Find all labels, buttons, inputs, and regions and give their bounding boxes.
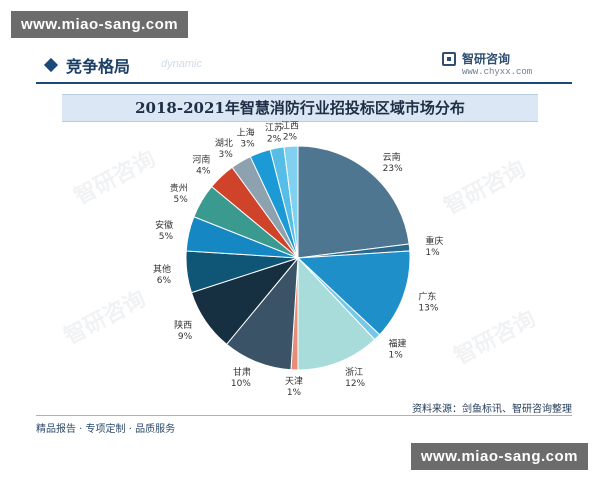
pie-label-name: 陕西: [174, 319, 192, 331]
pie-label-13: 上海3%: [237, 127, 255, 150]
pie-label-11: 河南4%: [192, 154, 210, 177]
pie-label-name: 上海: [237, 127, 255, 139]
pie-label-5: 天津1%: [285, 376, 303, 398]
pie-label-name: 其他: [153, 263, 171, 275]
header-divider: [36, 82, 572, 84]
section-title: 竞争格局: [66, 57, 131, 76]
pie-label-name: 重庆: [425, 235, 443, 247]
pie-label-7: 陕西9%: [174, 319, 192, 342]
pie-slice-0: [297, 145, 410, 259]
pie-label-name: 福建: [389, 338, 407, 350]
pie-label-value: 1%: [287, 388, 302, 398]
pie-label-value: 2%: [283, 132, 298, 142]
pie-label-9: 安徽5%: [155, 219, 173, 242]
pie-label-14: 江苏2%: [265, 121, 283, 144]
pie-label-value: 5%: [159, 232, 174, 242]
brand-name: 智研咨询: [462, 52, 511, 66]
watermark-top: www.miao-sang.com: [11, 11, 189, 38]
pie-label-10: 贵州5%: [170, 182, 188, 205]
section-subtitle: dynamic: [161, 58, 202, 70]
pie-label-value: 23%: [383, 164, 403, 174]
pie-label-value: 5%: [174, 195, 189, 205]
pie-label-value: 1%: [425, 248, 440, 258]
pie-label-name: 天津: [285, 376, 303, 387]
pie-label-value: 12%: [345, 379, 365, 389]
pie-label-value: 3%: [240, 140, 255, 150]
pie-label-value: 1%: [389, 351, 404, 361]
pie-label-name: 河南: [192, 154, 210, 166]
section-header: 竞争格局 dynamic 智研咨询 www.chyxx.com: [36, 50, 572, 80]
footer-divider: [36, 415, 572, 416]
pie-label-value: 9%: [178, 332, 193, 342]
source-note: 资料来源：剑鱼标讯、智研咨询整理: [412, 404, 572, 415]
brand: 智研咨询 www.chyxx.com: [442, 50, 572, 80]
pie-label-name: 江西: [281, 120, 299, 131]
pie-label-name: 江苏: [265, 121, 283, 133]
pie-label-value: 4%: [196, 167, 211, 177]
pie-label-8: 其他6%: [153, 263, 171, 286]
pie-label-name: 云南: [383, 151, 401, 163]
footer-tagline: 精品报告 · 专项定制 · 品质服务: [36, 424, 176, 435]
pie-label-1: 重庆1%: [425, 235, 443, 258]
pie-label-15: 江西2%: [281, 120, 299, 142]
pie-label-value: 3%: [219, 150, 234, 160]
watermark-bottom: www.miao-sang.com: [410, 443, 588, 470]
pie-label-3: 福建1%: [389, 338, 407, 361]
pie-label-name: 贵州: [170, 182, 188, 194]
pie-label-name: 安徽: [155, 219, 173, 231]
pie-label-name: 广东: [418, 290, 436, 302]
pie-label-name: 湖北: [215, 138, 233, 149]
chart-title: 2018-2021年智慧消防行业招投标区域市场分布: [62, 94, 538, 122]
pie-slice-2: [296, 250, 411, 336]
pie-label-12: 湖北3%: [215, 138, 233, 160]
brand-logo-icon: [442, 52, 456, 66]
pie-label-value: 13%: [418, 303, 438, 313]
pie-label-value: 10%: [231, 379, 251, 389]
pie-slice-15: [283, 145, 299, 259]
pie-label-name: 浙江: [345, 366, 363, 378]
pie-label-value: 6%: [157, 276, 172, 286]
brand-url: www.chyxx.com: [462, 67, 533, 77]
pie-slice-4: [297, 256, 376, 371]
pie-label-name: 甘肃: [233, 366, 251, 378]
pie-label-value: 2%: [267, 134, 282, 144]
